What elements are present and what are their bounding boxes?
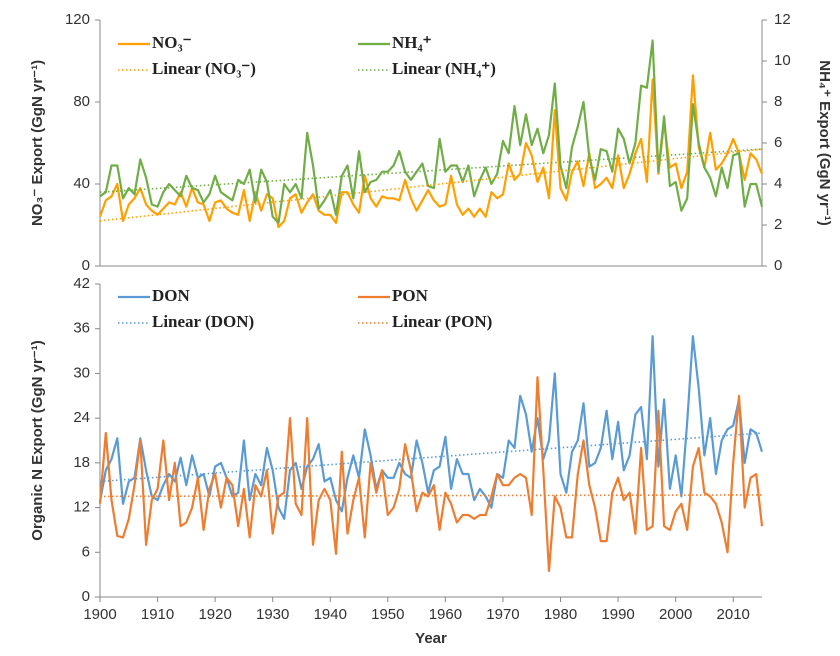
y-tick-label: 30 bbox=[73, 364, 90, 381]
x-tick-label: 1960 bbox=[429, 606, 462, 623]
data-line bbox=[98, 376, 764, 572]
y2-tick-label: 2 bbox=[774, 216, 782, 233]
y-tick-label: 80 bbox=[73, 93, 90, 110]
x-tick-label: 2000 bbox=[659, 606, 692, 623]
x-tick-label: 1940 bbox=[314, 606, 347, 623]
y-axis-title: NO₃⁻ Export (GgN yr⁻¹) bbox=[29, 60, 46, 226]
data-line bbox=[99, 39, 764, 224]
y-tick-label: 0 bbox=[82, 588, 90, 605]
y-tick-label: 120 bbox=[65, 11, 90, 28]
y-tick-label: 40 bbox=[73, 175, 90, 192]
trend-line bbox=[99, 148, 763, 193]
y2-tick-label: 0 bbox=[774, 257, 782, 274]
y2-tick-label: 4 bbox=[774, 175, 782, 192]
legend-label: Linear (NO₃⁻) bbox=[152, 59, 256, 78]
x-tick-label: 1980 bbox=[544, 606, 577, 623]
y-tick-label: 24 bbox=[73, 409, 90, 426]
legend-label: Linear (NH₄⁺) bbox=[392, 59, 496, 78]
x-axis-title: Year bbox=[415, 630, 447, 647]
legend-label: Linear (DON) bbox=[152, 312, 254, 331]
y2-tick-label: 6 bbox=[774, 134, 782, 151]
x-tick-label: 1910 bbox=[141, 606, 174, 623]
y-tick-label: 0 bbox=[82, 257, 90, 274]
y2-tick-label: 12 bbox=[774, 11, 791, 28]
x-tick-label: 1930 bbox=[256, 606, 289, 623]
y2-axis-title: NH₄⁺ Export (GgN yr⁻¹) bbox=[816, 60, 833, 225]
y-tick-label: 36 bbox=[73, 320, 90, 337]
y-tick-label: 12 bbox=[73, 499, 90, 516]
legend-label: NO₃⁻ bbox=[152, 33, 192, 52]
y-axis-title: Organic N Export (GgN yr⁻¹) bbox=[29, 340, 46, 540]
trend-line bbox=[99, 432, 763, 483]
x-tick-label: 2010 bbox=[717, 606, 750, 623]
x-tick-label: 1990 bbox=[601, 606, 634, 623]
x-tick-label: 1920 bbox=[198, 606, 231, 623]
trend-line bbox=[99, 148, 763, 222]
x-tick-label: 1900 bbox=[83, 606, 116, 623]
x-tick-label: 1950 bbox=[371, 606, 404, 623]
legend-label: PON bbox=[392, 286, 429, 305]
y2-tick-label: 8 bbox=[774, 93, 782, 110]
y2-tick-label: 10 bbox=[774, 52, 791, 69]
y-tick-label: 18 bbox=[73, 454, 90, 471]
data-line bbox=[98, 74, 764, 229]
y-tick-label: 42 bbox=[73, 275, 90, 292]
legend-label: DON bbox=[152, 286, 191, 305]
x-tick-label: 1970 bbox=[486, 606, 519, 623]
legend-label: NH₄⁺ bbox=[392, 33, 432, 52]
data-line bbox=[98, 335, 764, 520]
legend-label: Linear (PON) bbox=[392, 312, 492, 331]
y-tick-label: 6 bbox=[82, 543, 90, 560]
